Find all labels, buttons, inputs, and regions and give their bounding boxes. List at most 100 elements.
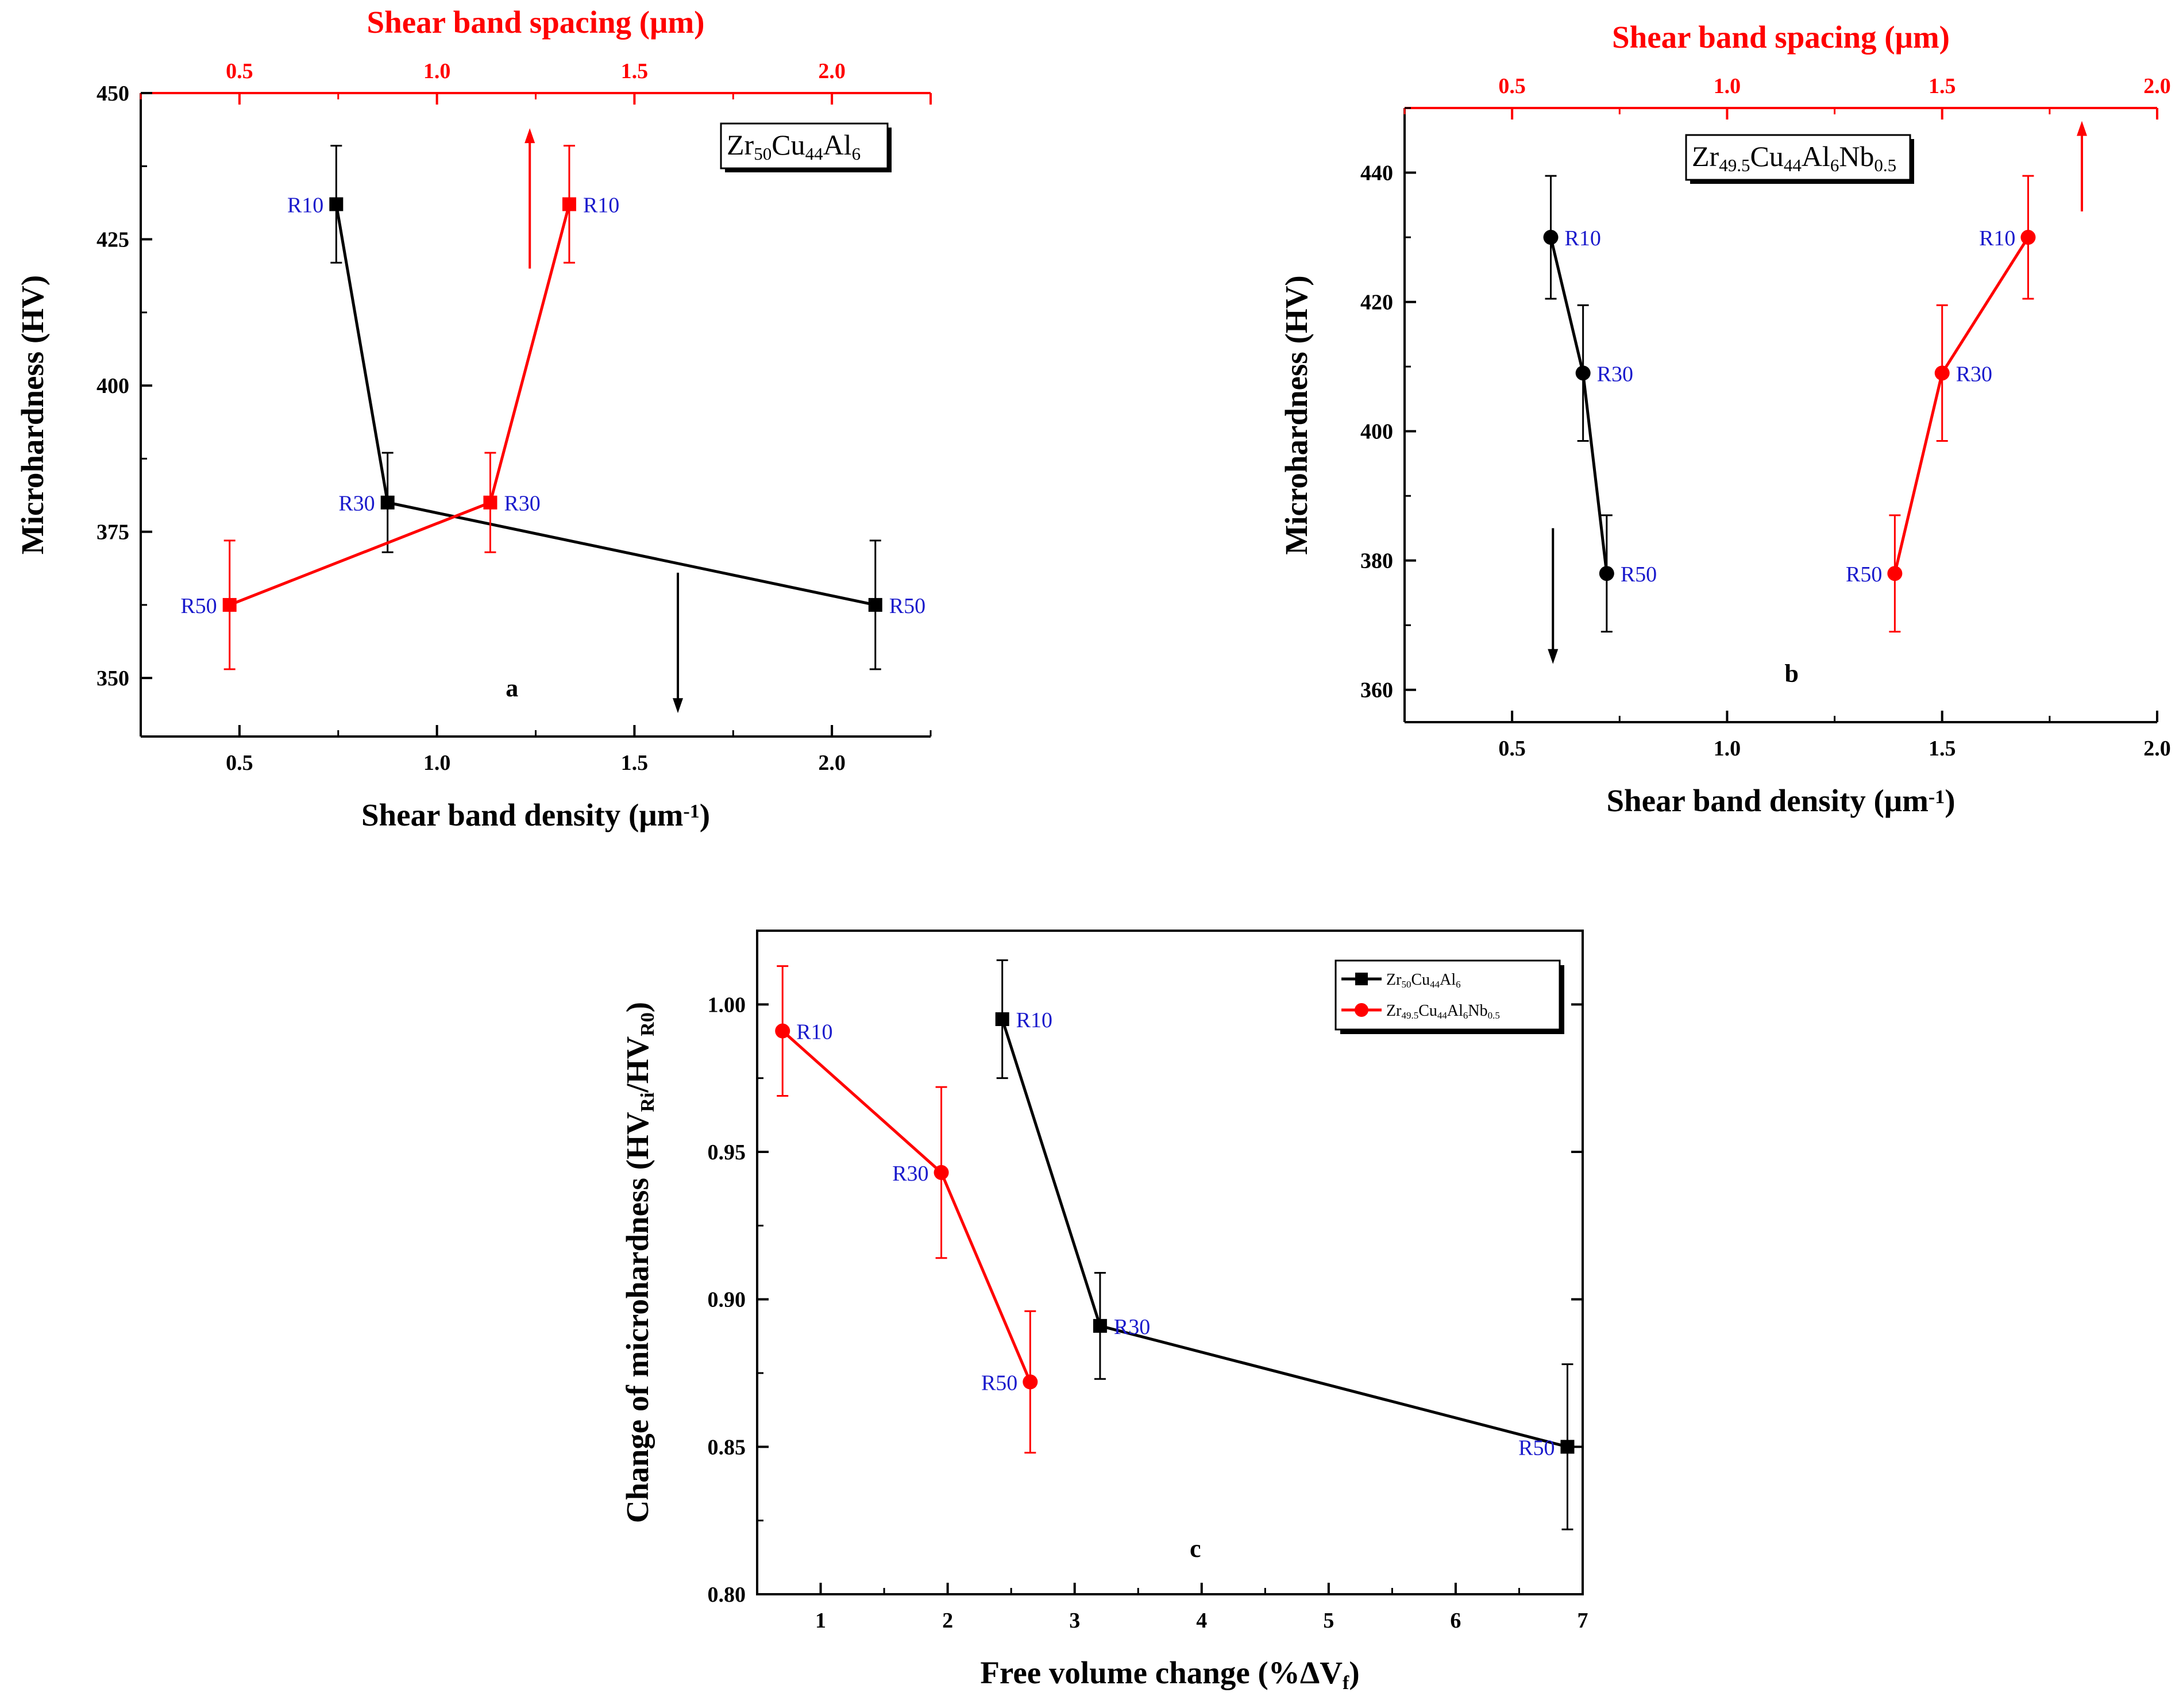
y-tick-label: 400	[1360, 420, 1393, 444]
panel-label: b	[1784, 660, 1798, 688]
y-tick-label: 0.80	[708, 1583, 746, 1607]
y-axis-title: Microhardness (HV)	[1279, 275, 1314, 554]
data-point	[329, 197, 344, 211]
x-tick-label: 0.5	[1498, 737, 1526, 761]
composition-box	[1685, 134, 1911, 181]
y-tick-label: 420	[1360, 291, 1393, 315]
data-point	[775, 1023, 790, 1039]
data-point	[1934, 365, 1950, 381]
point-label: R10	[1979, 226, 2015, 250]
data-point	[995, 1012, 1009, 1026]
trend-arrow-head	[524, 128, 535, 144]
point-label: R50	[889, 594, 925, 618]
data-point	[483, 495, 497, 510]
x-tick-label: 1.0	[1714, 737, 1741, 761]
x2-tick-label: 2.0	[818, 59, 846, 83]
panel-c: 1 2 3 4 5 6 7 0.80 0.85 0.90 0.95 1.00 Free volume c…	[620, 930, 1588, 1694]
y-tick-label: 360	[1360, 678, 1393, 703]
x2-tick-label: 1.0	[423, 59, 451, 83]
legend-marker	[1355, 973, 1368, 985]
series-line-0	[1549, 237, 1609, 574]
series-line-0	[334, 204, 876, 607]
y-axis-title: Change of microhardness (HVRi/HVR0)	[620, 1002, 658, 1523]
data-point	[562, 197, 576, 211]
x2-axis-title: Shear band spacing (μm)	[367, 5, 705, 40]
y-tick-label: 0.85	[708, 1435, 746, 1459]
legend-entry: Zr50Cu44Al6	[1386, 971, 1461, 990]
data-point	[1887, 566, 1903, 581]
series-line-1	[1893, 236, 2030, 574]
point-label: R50	[1621, 562, 1657, 587]
point-label: R30	[1114, 1315, 1150, 1339]
y-tick-label: 0.90	[708, 1288, 746, 1312]
y-axis-title: Microhardness (HV)	[15, 275, 50, 554]
x2-tick-label: 1.5	[1929, 74, 1956, 98]
x-tick-label: 7	[1578, 1609, 1588, 1633]
y-tick-label: 425	[97, 228, 129, 252]
y-tick-label: 1.00	[708, 993, 746, 1017]
point-label: R50	[1846, 562, 1882, 587]
data-point	[1093, 1318, 1107, 1333]
trend-arrow-head	[1548, 649, 1559, 664]
x-axis-title: Free volume change (%ΔVf)	[980, 1655, 1359, 1694]
series-line-1	[781, 1030, 1032, 1383]
x-axis-title: Shear band density (μm-1)	[361, 797, 710, 832]
data-point	[1560, 1440, 1575, 1454]
y-tick-label: 0.95	[708, 1140, 746, 1165]
trend-arrow-head	[673, 698, 683, 714]
x2-tick-label: 0.5	[226, 59, 253, 83]
x2-tick-label: 1.0	[1714, 74, 1741, 98]
x-tick-label: 2.0	[2143, 737, 2171, 761]
x2-axis-title: Shear band spacing (μm)	[1612, 20, 1950, 55]
legend-entry: Zr49.5Cu44Al6Nb0.5	[1386, 1002, 1500, 1021]
x2-tick-label: 0.5	[1498, 74, 1526, 98]
data-point	[380, 495, 395, 510]
x-axis-title: Shear band density (μm-1)	[1606, 783, 1955, 818]
point-label: R30	[504, 492, 540, 516]
x-tick-label: 2	[942, 1609, 953, 1633]
point-label: R10	[1565, 226, 1601, 250]
x2-tick-label: 2.0	[2143, 74, 2171, 98]
y-tick-label: 380	[1360, 549, 1393, 573]
y-tick-label: 400	[97, 374, 129, 398]
x-tick-label: 1.0	[423, 751, 451, 775]
point-label: R10	[583, 193, 619, 217]
panel-b: 0.5 1.0 1.5 2.0 0.5 1.0 1.5 2.0 360 380 400 420 440 S…	[1279, 20, 2171, 818]
data-point	[1023, 1374, 1038, 1390]
composition-label: Zr50Cu44Al6	[727, 129, 861, 164]
x2-tick-label: 1.5	[621, 59, 649, 83]
point-label: R10	[287, 193, 323, 217]
y-tick-label: 450	[97, 82, 129, 106]
x-tick-label: 6	[1450, 1609, 1461, 1633]
point-label: R30	[892, 1162, 928, 1186]
data-point	[222, 597, 237, 612]
panel-a: 0.5 1.0 1.5 2.0 0.5 1.0 1.5 2.0 350 375 400 425 450 S…	[15, 5, 932, 832]
x-tick-label: 5	[1323, 1609, 1334, 1633]
point-label: R50	[1518, 1436, 1555, 1460]
point-label: R50	[180, 594, 217, 618]
point-label: R30	[1597, 362, 1633, 386]
x-tick-label: 1.5	[1929, 737, 1956, 761]
legend-marker	[1355, 1003, 1368, 1017]
y-tick-label: 375	[97, 521, 129, 545]
y-tick-label: 440	[1360, 161, 1393, 186]
x-tick-label: 4	[1196, 1609, 1207, 1633]
data-point	[2020, 230, 2036, 245]
point-label: R30	[1956, 362, 1992, 386]
panel-label: a	[506, 674, 518, 702]
data-point	[868, 597, 882, 612]
data-point	[1599, 566, 1614, 581]
legend-box	[1335, 959, 1561, 1031]
panel-label: c	[1190, 1534, 1201, 1563]
x-tick-label: 2.0	[818, 751, 846, 775]
plot-frame	[756, 930, 1584, 1595]
point-label: R10	[796, 1020, 832, 1044]
series-line-1	[229, 203, 571, 607]
x-tick-label: 3	[1069, 1609, 1080, 1633]
point-label: R30	[338, 492, 375, 516]
x-tick-label: 0.5	[226, 751, 253, 775]
x-tick-label: 1.5	[621, 751, 649, 775]
point-label: R50	[981, 1371, 1017, 1395]
point-label: R10	[1016, 1008, 1052, 1032]
